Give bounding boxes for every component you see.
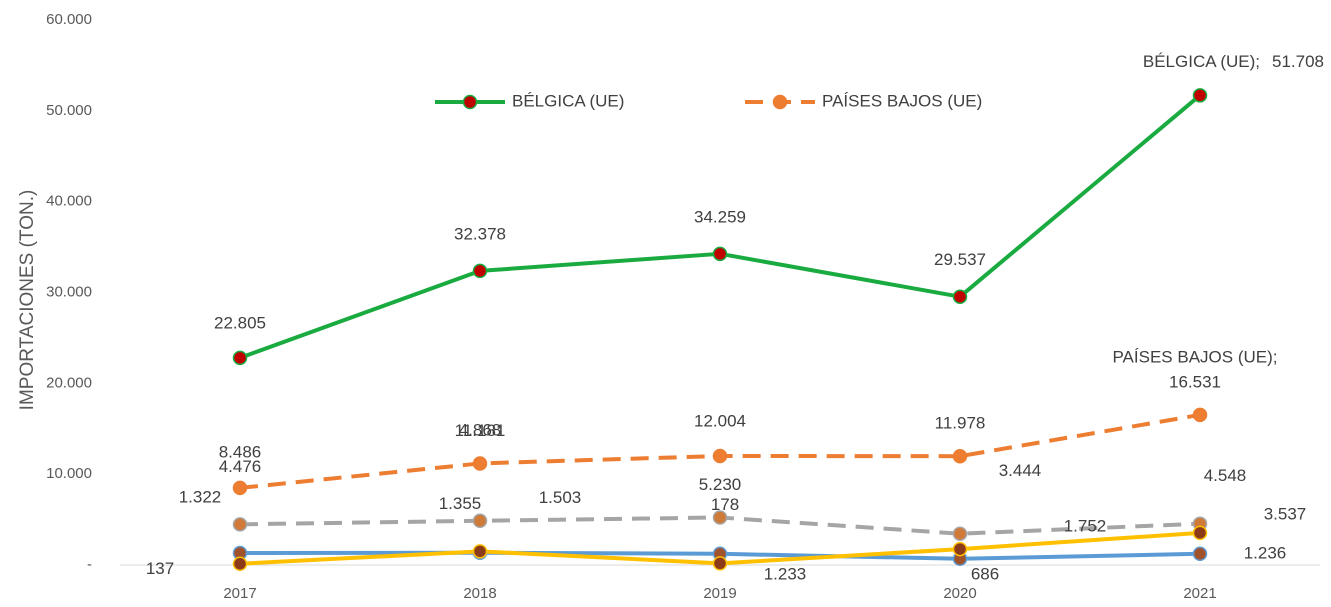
point-marker xyxy=(952,541,968,557)
data-label: 11.978 xyxy=(935,414,986,433)
data-label: 1.233 xyxy=(764,564,807,583)
point-marker xyxy=(232,517,248,532)
y-tick-label: 30.000 xyxy=(46,283,92,300)
data-label: 1.236 xyxy=(1244,543,1287,562)
data-label: 1.355 xyxy=(439,494,482,513)
data-label: 1.503 xyxy=(539,488,582,507)
legend-label: PAÍSES BAJOS (UE) xyxy=(822,91,982,110)
point-marker xyxy=(232,480,248,496)
data-label: 137 xyxy=(146,559,174,578)
data-label: 34.259 xyxy=(694,207,746,226)
point-marker xyxy=(232,350,248,366)
point-marker xyxy=(952,448,968,464)
point-marker xyxy=(712,448,728,464)
series-line xyxy=(239,93,1202,360)
legend-marker xyxy=(462,94,478,110)
point-marker xyxy=(712,246,728,262)
legend-label: BÉLGICA (UE) xyxy=(512,91,624,110)
data-label: 4.868 xyxy=(459,420,502,439)
data-label: 3.444 xyxy=(999,461,1042,480)
y-tick-label: 40.000 xyxy=(46,193,92,210)
point-marker xyxy=(952,526,968,541)
y-axis-label: IMPORTACIONES (TON.) xyxy=(17,190,38,411)
point-marker xyxy=(712,510,728,525)
y-tick-label: - xyxy=(87,556,92,573)
data-label: 16.531 xyxy=(1169,372,1221,391)
end-label-name: BÉLGICA (UE); xyxy=(1143,52,1260,71)
data-label: 12.004 xyxy=(694,411,746,430)
point-marker xyxy=(472,544,488,559)
y-tick-label: 20.000 xyxy=(46,374,92,391)
point-marker xyxy=(472,263,488,279)
point-marker xyxy=(1192,407,1208,423)
data-label: 8.486 xyxy=(219,442,262,461)
x-tick-label: 2019 xyxy=(703,585,736,602)
point-marker xyxy=(1192,546,1208,562)
point-marker xyxy=(472,456,488,471)
point-marker xyxy=(232,556,248,572)
data-label: 11.181 xyxy=(455,421,506,440)
data-label: 1.322 xyxy=(179,487,222,506)
point-marker xyxy=(952,289,968,304)
data-label: 51.708 xyxy=(1272,52,1324,71)
legend-marker xyxy=(772,94,788,110)
data-label: 1.752 xyxy=(1064,517,1107,536)
x-tick-label: 2017 xyxy=(223,585,256,602)
x-tick-label: 2021 xyxy=(1183,585,1216,602)
point-marker xyxy=(1192,525,1208,541)
x-tick-label: 2020 xyxy=(943,585,976,602)
y-tick-label: 50.000 xyxy=(46,102,92,119)
data-label: 3.537 xyxy=(1264,504,1307,523)
data-label: 4.548 xyxy=(1204,466,1247,485)
data-label: 4.476 xyxy=(219,457,262,476)
y-tick-label: 10.000 xyxy=(46,465,92,482)
x-tick-label: 2018 xyxy=(463,585,496,602)
data-label: 686 xyxy=(971,564,999,583)
data-label: 178 xyxy=(711,495,739,514)
point-marker xyxy=(472,513,488,529)
data-label: 32.378 xyxy=(454,224,506,243)
end-label-name: PAÍSES BAJOS (UE); xyxy=(1112,347,1277,366)
data-label: 5.230 xyxy=(699,475,742,494)
data-label: 29.537 xyxy=(934,250,986,269)
point-marker xyxy=(1192,88,1208,103)
point-marker xyxy=(712,556,728,571)
data-label: 22.805 xyxy=(214,313,266,332)
y-tick-label: 60.000 xyxy=(46,11,92,28)
